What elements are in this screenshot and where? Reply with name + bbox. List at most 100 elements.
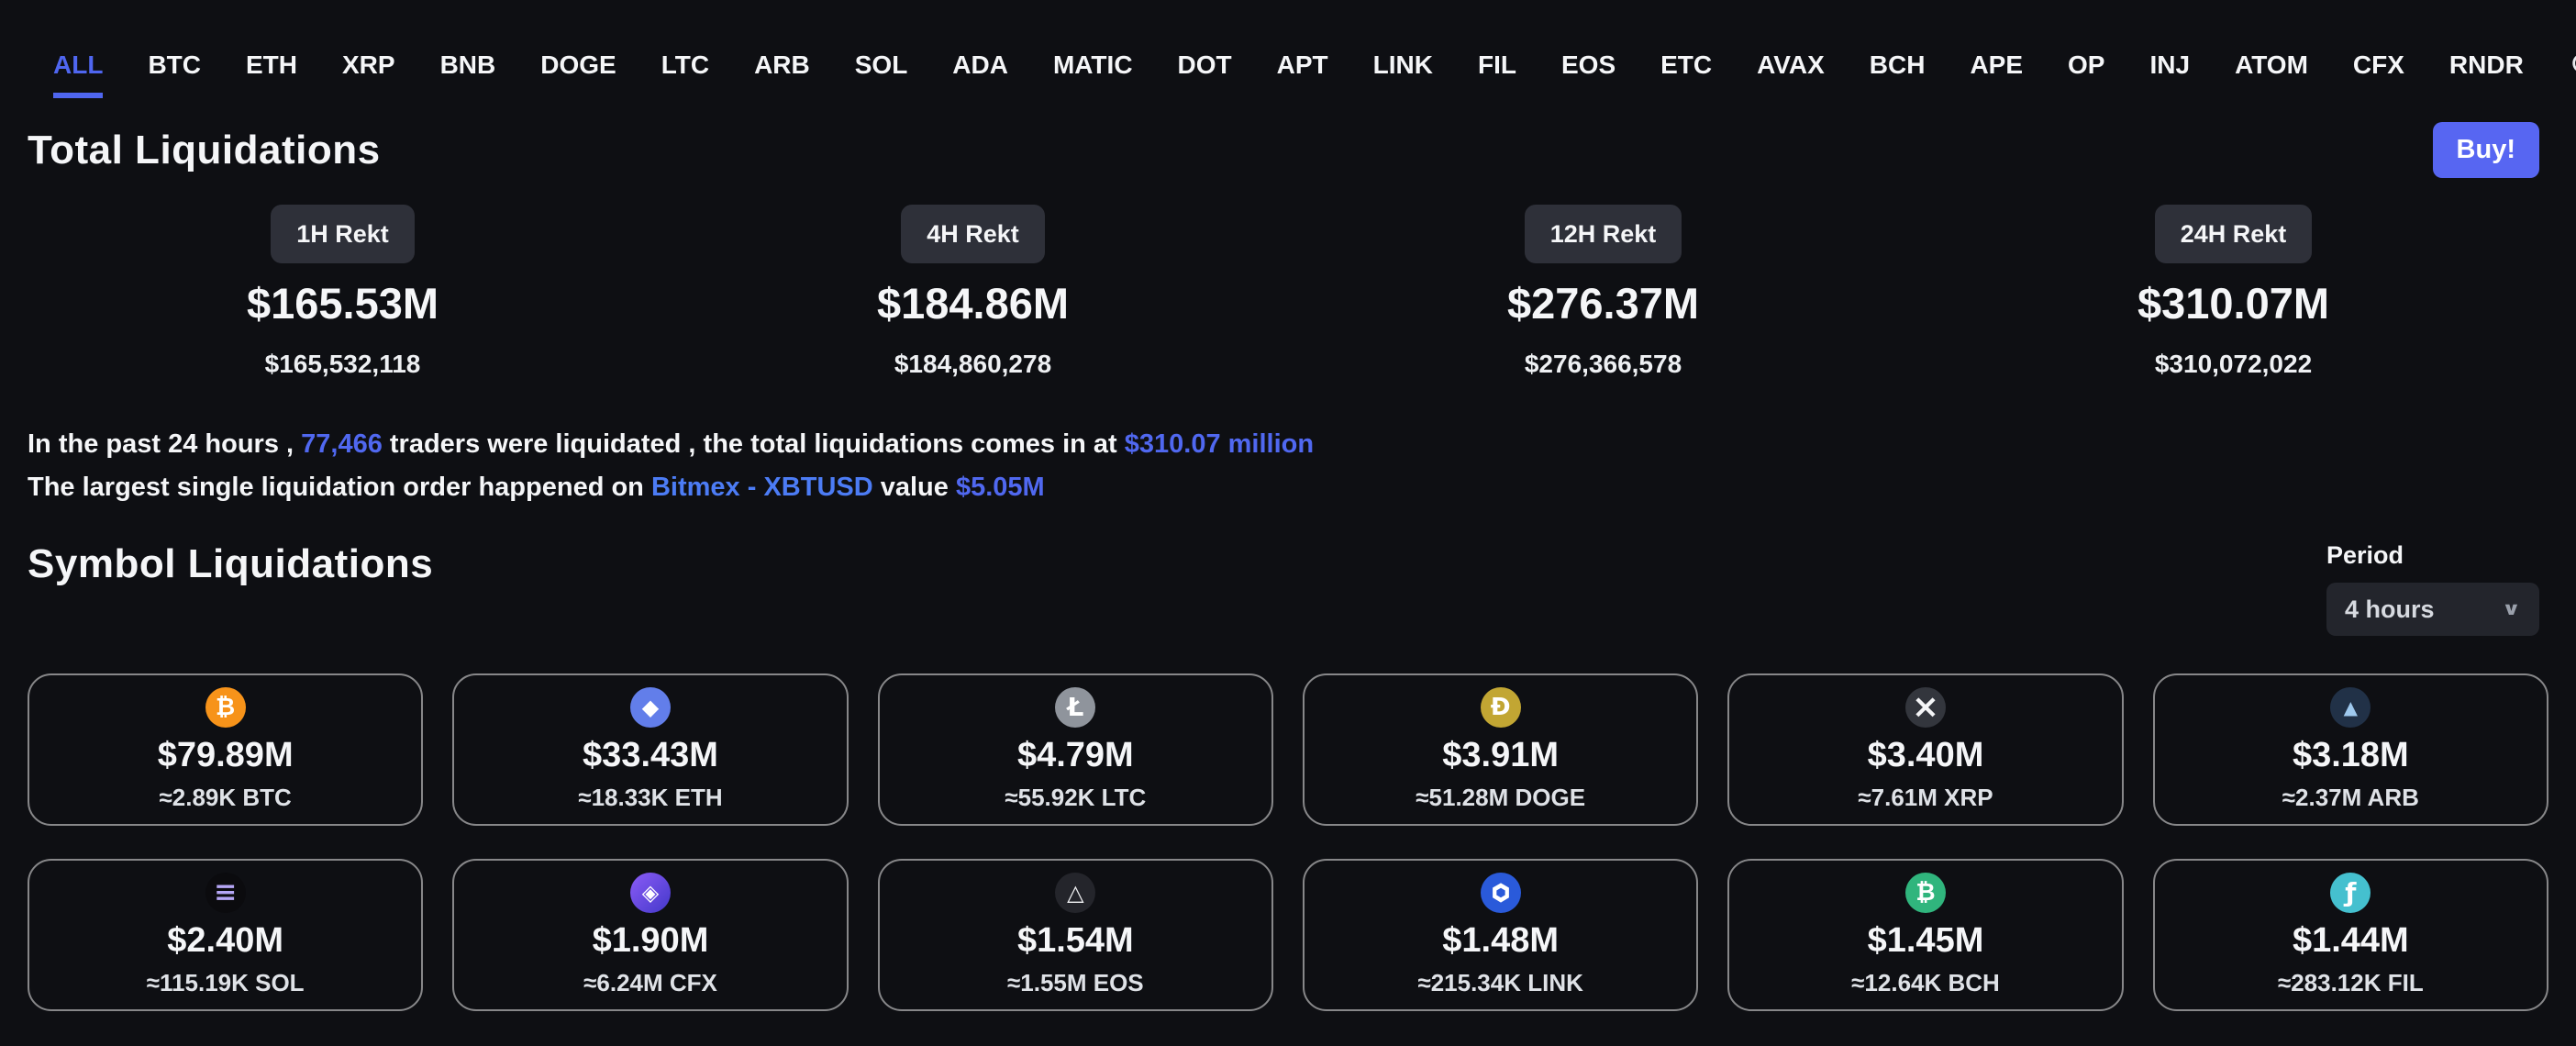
period-value: 4 hours <box>2345 595 2435 623</box>
nav-item-fil[interactable]: FIL <box>1477 50 1516 79</box>
nav-item-doge[interactable]: DOGE <box>540 50 616 79</box>
stat-exact-24h: $310,072,022 <box>2154 350 2313 378</box>
nav-item-ada[interactable]: ADA <box>952 50 1008 79</box>
liquidation-amount: ≈1.55M EOS <box>1006 969 1144 996</box>
nav-item-inj[interactable]: INJ <box>2149 50 2191 79</box>
symbol-card-btc[interactable]: ₿ $79.89M ≈2.89K BTC <box>28 673 424 826</box>
page-title: Total Liquidations <box>28 127 381 172</box>
bch-icon: ₿ <box>1904 873 1946 913</box>
eth-icon: ◆ <box>629 687 671 728</box>
stat-badge-1h: 1H Rekt <box>271 205 415 263</box>
liquidation-value: $3.18M <box>2292 736 2409 774</box>
symbol-card-bch[interactable]: ₿ $1.45M ≈12.64K BCH <box>1727 859 2124 1011</box>
sol-icon: ≡ <box>205 873 246 913</box>
period-dropdown[interactable]: 4 hours ∨ <box>2326 583 2539 636</box>
period-label: Period <box>2326 541 2404 569</box>
liquidation-amount: ≈7.61M XRP <box>1858 784 1993 811</box>
nav-item-eth[interactable]: ETH <box>245 50 297 79</box>
liquidation-amount: ≈283.12K FIL <box>2277 969 2424 996</box>
liquidation-amount: ≈115.19K SOL <box>146 969 305 996</box>
symbol-card-fil[interactable]: ƒ $1.44M ≈283.12K FIL <box>2152 859 2548 1011</box>
stat-1h: 1H Rekt $165.53M $165,532,118 <box>28 205 658 379</box>
summary-line-1: In the past 24 hours , 77,466 traders we… <box>28 423 2548 466</box>
liquidation-summary: In the past 24 hours , 77,466 traders we… <box>0 379 2576 509</box>
nav-item-eos[interactable]: EOS <box>1560 50 1616 79</box>
liquidation-value: $3.40M <box>1867 736 1984 774</box>
symbol-card-xrp[interactable]: × $3.40M ≈7.61M XRP <box>1727 673 2124 826</box>
liquidation-value: $1.90M <box>592 921 709 960</box>
nav-item-bch[interactable]: BCH <box>1869 50 1926 79</box>
summary-text: traders were liquidated , the total liqu… <box>382 429 1125 459</box>
summary-text: value <box>872 473 956 502</box>
liquidation-value: $1.54M <box>1016 921 1134 960</box>
largest-order-exchange-link[interactable]: Bitmex - XBTUSD <box>650 473 873 502</box>
total-liquidation-amount: $310.07 million <box>1124 429 1315 459</box>
symbol-card-ltc[interactable]: Ł $4.79M ≈55.92K LTC <box>877 673 1273 826</box>
symbol-nav: ALL BTC ETH XRP BNB DOGE LTC ARB SOL ADA… <box>0 0 2576 98</box>
nav-item-atom[interactable]: ATOM <box>2235 50 2308 79</box>
period-selector-block: Period 4 hours ∨ <box>2326 541 2539 636</box>
liquidation-amount: ≈215.34K LINK <box>1417 969 1583 996</box>
symbol-card-link[interactable]: $1.48M ≈215.34K LINK <box>1303 859 1699 1011</box>
stat-exact-1h: $165,532,118 <box>264 350 421 378</box>
arb-icon: ▲ <box>2330 687 2371 728</box>
nav-item-ape[interactable]: APE <box>1970 50 2024 79</box>
symbol-card-cfx[interactable]: ◈ $1.90M ≈6.24M CFX <box>452 859 849 1011</box>
nav-item-cfx[interactable]: CFX <box>2352 50 2404 79</box>
stat-value-12h: $276.37M <box>1506 279 1700 328</box>
nav-item-ltc[interactable]: LTC <box>661 50 710 79</box>
link-icon <box>1480 873 1521 913</box>
stat-badge-4h: 4H Rekt <box>901 205 1045 263</box>
nav-item-btc[interactable]: BTC <box>148 50 201 79</box>
nav-item-bnb[interactable]: BNB <box>439 50 496 79</box>
liquidation-amount: ≈18.33K ETH <box>578 784 723 811</box>
liquidation-value: $1.45M <box>1867 921 1984 960</box>
stat-badge-12h: 12H Rekt <box>1524 205 1682 263</box>
nav-item-etc[interactable]: ETC <box>1660 50 1713 79</box>
stat-exact-12h: $276,366,578 <box>1524 350 1682 378</box>
nav-item-sol[interactable]: SOL <box>854 50 908 79</box>
liquidation-value: $2.40M <box>167 921 284 960</box>
stat-badge-24h: 24H Rekt <box>2154 205 2313 263</box>
liquidation-value: $1.48M <box>1442 921 1560 960</box>
fil-icon: ƒ <box>2330 873 2371 913</box>
nav-item-xrp[interactable]: XRP <box>341 50 395 79</box>
xrp-icon: × <box>1904 687 1946 728</box>
nav-item-arb[interactable]: ARB <box>754 50 810 79</box>
buy-button[interactable]: Buy! <box>2432 122 2539 178</box>
nav-item-avax[interactable]: AVAX <box>1757 50 1825 79</box>
nav-item-apt[interactable]: APT <box>1276 50 1328 79</box>
liquidation-value: $1.44M <box>2292 921 2409 960</box>
symbol-card-eth[interactable]: ◆ $33.43M ≈18.33K ETH <box>452 673 849 826</box>
symbol-section-title: Symbol Liquidations <box>28 541 434 586</box>
btc-icon: ₿ <box>205 687 246 728</box>
stat-value-24h: $310.07M <box>2137 279 2330 328</box>
stat-24h: 24H Rekt $310.07M $310,072,022 <box>1918 205 2548 379</box>
stat-value-4h: $184.86M <box>876 279 1070 328</box>
liquidation-amount: ≈2.37M ARB <box>2282 784 2419 811</box>
stat-4h: 4H Rekt $184.86M $184,860,278 <box>658 205 1288 379</box>
liquidation-amount: ≈51.28M DOGE <box>1416 784 1586 811</box>
traders-count: 77,466 <box>301 429 383 459</box>
liquidation-amount: ≈12.64K BCH <box>1851 969 2000 996</box>
liquidation-amount: ≈6.24M CFX <box>583 969 717 996</box>
nav-item-op[interactable]: OP <box>2068 50 2105 79</box>
ltc-icon: Ł <box>1055 687 1096 728</box>
stat-12h: 12H Rekt $276.37M $276,366,578 <box>1288 205 1918 379</box>
nav-item-link[interactable]: LINK <box>1372 50 1433 79</box>
nav-item-rndr[interactable]: RNDR <box>2448 50 2524 79</box>
symbol-card-sol[interactable]: ≡ $2.40M ≈115.19K SOL <box>28 859 424 1011</box>
symbol-card-arb[interactable]: ▲ $3.18M ≈2.37M ARB <box>2152 673 2548 826</box>
symbol-card-doge[interactable]: Ð $3.91M ≈51.28M DOGE <box>1303 673 1699 826</box>
symbol-card-eos[interactable]: △ $1.54M ≈1.55M EOS <box>877 859 1273 1011</box>
stat-value-1h: $165.53M <box>246 279 439 328</box>
nav-item-matic[interactable]: MATIC <box>1052 50 1133 79</box>
summary-text: The largest single liquidation order hap… <box>28 473 651 502</box>
search-icon[interactable] <box>2569 50 2576 98</box>
liquidation-value: $4.79M <box>1016 736 1134 774</box>
liquidation-value: $33.43M <box>583 736 718 774</box>
nav-item-all[interactable]: ALL <box>53 50 104 98</box>
stat-exact-4h: $184,860,278 <box>894 350 1052 378</box>
nav-item-dot[interactable]: DOT <box>1177 50 1232 79</box>
cfx-icon: ◈ <box>629 873 671 913</box>
